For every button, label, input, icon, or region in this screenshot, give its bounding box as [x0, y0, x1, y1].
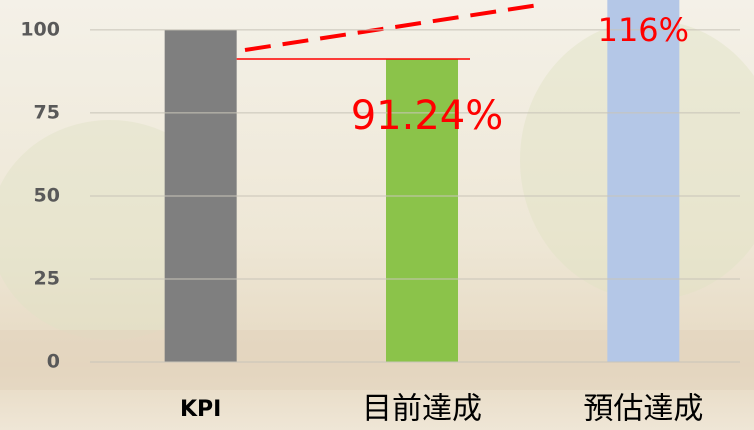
- x-tick-label: KPI: [180, 397, 221, 422]
- bar: [607, 0, 680, 363]
- y-tick-label: 50: [34, 184, 60, 206]
- value-label: 91.24%: [351, 93, 504, 139]
- value-label: 116%: [598, 11, 689, 49]
- bar: [386, 58, 458, 362]
- y-tick-label: 0: [47, 351, 60, 373]
- y-tick-label: 25: [34, 267, 60, 289]
- trend-line: [244, 2, 546, 52]
- y-tick-label: 100: [20, 18, 60, 40]
- x-tick-label: 預估達成: [583, 392, 703, 427]
- x-tick-label: 目前達成: [362, 392, 482, 427]
- y-tick-label: 75: [34, 101, 60, 123]
